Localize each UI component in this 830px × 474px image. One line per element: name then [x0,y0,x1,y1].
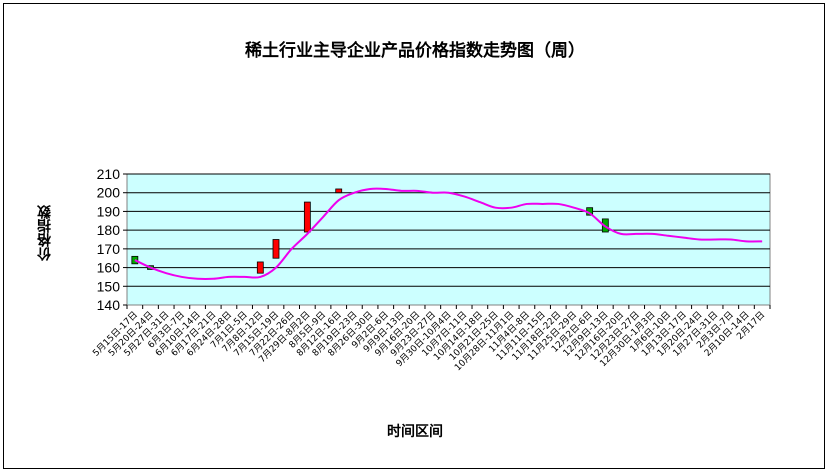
y-tick-label: 150 [97,278,121,294]
y-tick-label: 190 [97,203,121,219]
x-axis-label: 时间区间 [387,424,443,440]
candlestick [303,201,311,233]
y-axis-ticks: 140 150 160 170 180 190 200 210 [97,166,127,313]
y-tick-label: 210 [97,166,121,182]
y-tick-label: 140 [97,297,121,313]
y-tick-label: 180 [97,222,121,238]
series-line [134,187,763,281]
candlestick [335,188,343,194]
plot-area [126,173,771,306]
y-tick-label: 160 [97,260,121,276]
candlestick [272,239,280,259]
chart-title: 稀土行业主导企业产品价格指数走势图（周） [245,41,585,61]
x-axis-ticks: 5月15日-17日5月20日-24日5月27日-31日6月3日-7日6月10日-… [91,305,771,373]
y-tick-label: 200 [97,185,121,201]
candlestick [256,261,264,274]
y-tick-label: 170 [97,241,121,257]
